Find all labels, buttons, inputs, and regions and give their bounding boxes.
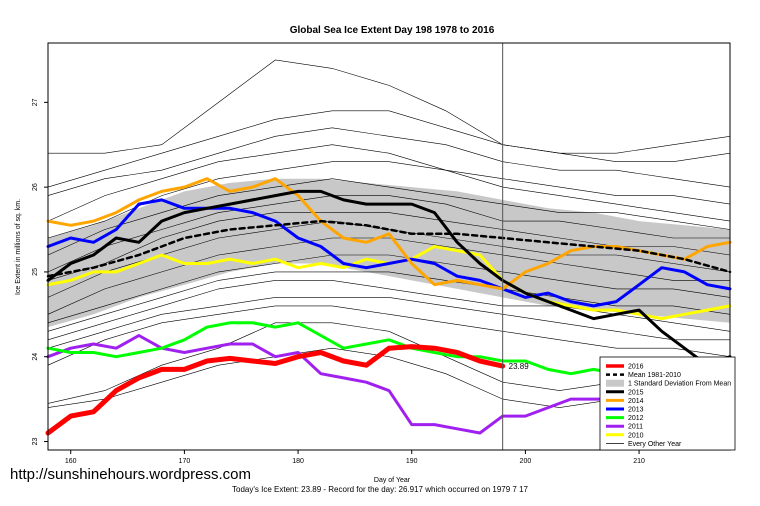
x-tick-label-190: 190	[406, 458, 418, 465]
legend-label-2016: 2016	[628, 364, 644, 371]
watermark-url: http://sunshinehours.wordpress.com	[10, 466, 251, 483]
every-other-year-line-5	[47, 161, 731, 239]
every-other-year-line-1	[48, 59, 731, 154]
legend-label-1-standard-deviation-from-mean: 1 Standard Deviation From Mean	[628, 381, 731, 388]
legend-box	[599, 356, 736, 451]
legend-label-2011: 2011	[628, 424, 643, 431]
x-tick-label-160: 160	[65, 458, 77, 465]
every-other-year-line-2	[47, 110, 731, 188]
series-line-2016	[45, 344, 506, 436]
legend-label-2012: 2012	[628, 415, 644, 422]
current-value-label: 23.89	[509, 362, 530, 371]
y-tick-label-26: 26	[32, 183, 39, 191]
x-tick-label-170: 170	[179, 458, 191, 465]
chart-title: Global Sea Ice Extent Day 198 1978 to 20…	[290, 25, 495, 36]
every-other-year-line-15	[47, 305, 731, 366]
every-other-year-line-7	[47, 195, 730, 273]
x-tick-label-210: 210	[633, 458, 645, 465]
y-tick-label-27: 27	[32, 98, 39, 106]
every-other-year-line-11	[47, 254, 731, 324]
legend-label-2013: 2013	[628, 407, 644, 414]
legend-label-2015: 2015	[628, 389, 644, 396]
series-line-2015	[46, 189, 732, 367]
y-tick-label-23: 23	[32, 438, 39, 446]
series-line-2014	[46, 177, 732, 291]
std-dev-band	[48, 178, 730, 328]
series-line-2013	[46, 198, 732, 308]
x-tick-label-180: 180	[292, 458, 304, 465]
x-axis-label: Day of Year	[374, 477, 411, 484]
std-dev-band-layer	[48, 178, 730, 328]
legend-swatch-1-standard-deviation-from-mean	[606, 379, 624, 387]
every-other-year-line-10	[47, 237, 730, 315]
x-tick-label-200: 200	[520, 458, 532, 465]
every-other-year-line-14	[47, 297, 730, 349]
y-tick-label-25: 25	[32, 268, 39, 276]
legend-label-2014: 2014	[628, 398, 644, 405]
every-other-year-line-12	[47, 271, 731, 332]
every-other-year-line-4	[47, 144, 731, 222]
every-other-year-line-3	[47, 127, 731, 196]
y-tick-label-24: 24	[32, 353, 39, 361]
legend-label-every-other-year: Every Other Year	[628, 441, 682, 448]
current-day-layer: 23.89	[502, 43, 530, 450]
legend-label-mean-1981-2010: Mean 1981-2010	[628, 372, 681, 379]
footer-record-note: Today's Ice Extent: 23.89 - Record for t…	[232, 485, 528, 494]
series-line-mean-1981-2010	[46, 219, 732, 278]
every-other-year-layer	[47, 59, 731, 408]
legend-label-2010: 2010	[628, 432, 644, 439]
plot-frame	[47, 42, 731, 451]
axes: 160 170 180 190 200 210 23 24 25 26 27	[32, 98, 645, 465]
y-axis-label: Ice Extent in millions of sq. km.	[15, 199, 22, 295]
every-other-year-line-6	[47, 178, 731, 256]
